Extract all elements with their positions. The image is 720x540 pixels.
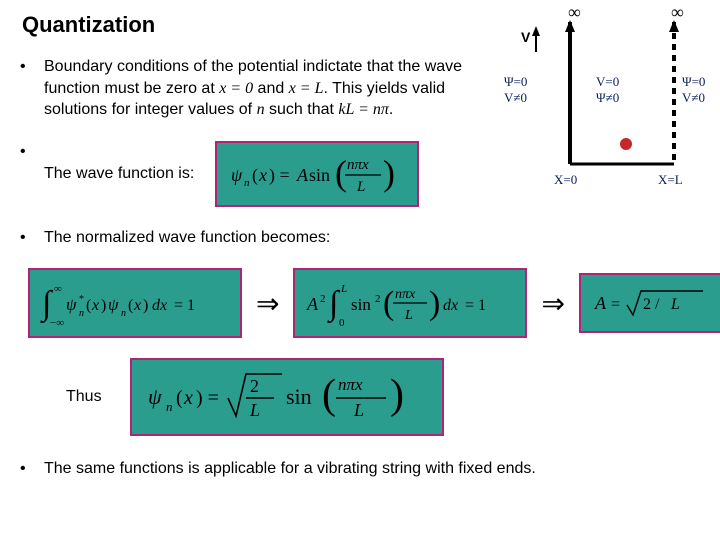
- svg-text:ψ: ψ: [148, 384, 162, 409]
- svg-text:X=0: X=0: [554, 172, 577, 187]
- svg-text:Ψ=0: Ψ=0: [682, 74, 705, 89]
- svg-text:x: x: [258, 165, 267, 185]
- svg-text:ψ: ψ: [108, 295, 119, 314]
- equation-final: ψ n ( x ) = 2 L sin ( nπx L ): [130, 358, 444, 436]
- potential-well-diagram: ∞ ∞ V Ψ=0 V≠0 V=0 Ψ≠0 Ψ=0 V≠0 X=0 X=L: [496, 4, 706, 194]
- svg-text:sin: sin: [286, 384, 312, 409]
- svg-text:n: n: [79, 308, 84, 319]
- svg-text:sin: sin: [351, 295, 371, 314]
- svg-text:x: x: [133, 297, 141, 314]
- svg-text:n: n: [244, 177, 250, 189]
- svg-text:x: x: [91, 297, 99, 314]
- svg-text:(: (: [322, 372, 336, 418]
- svg-text:nπx: nπx: [395, 287, 416, 302]
- svg-text:): ): [101, 297, 106, 314]
- normalization-row: ∫ ∞ −∞ ψ * n ( x ) ψ n ( x ) dx = 1 ⇒ A …: [28, 268, 702, 338]
- svg-text:2: 2: [250, 376, 259, 396]
- thus-row: Thus ψ n ( x ) = 2 L sin ( nπx L ): [66, 358, 702, 436]
- svg-text:) =: ) =: [196, 387, 219, 409]
- svg-text:= 1: = 1: [465, 297, 486, 314]
- svg-text:x: x: [183, 387, 193, 409]
- svg-text:) =: ) =: [269, 165, 290, 186]
- infinity-left: ∞: [568, 4, 581, 22]
- svg-text:sin: sin: [309, 165, 330, 185]
- svg-text:V≠0: V≠0: [682, 90, 705, 105]
- svg-text:): ): [429, 285, 440, 322]
- v-axis-label: V: [521, 29, 531, 45]
- bullet-dot: •: [18, 227, 44, 249]
- bullet-dot: •: [18, 141, 44, 163]
- svg-text:L: L: [404, 308, 413, 323]
- equation-a2-integral: A 2 ∫ L 0 sin 2 ( nπx L ) dx = 1: [293, 268, 527, 338]
- equation-psi-n: ψ n ( x ) = A sin ( nπx L ): [215, 141, 419, 207]
- svg-text:X=L: X=L: [658, 172, 683, 187]
- svg-text:L: L: [670, 296, 680, 313]
- svg-text:ψ: ψ: [231, 165, 243, 185]
- svg-text:): ): [390, 372, 404, 418]
- svg-text:Ψ≠0: Ψ≠0: [596, 90, 619, 105]
- svg-text:∞: ∞: [54, 283, 62, 295]
- arrow-icon: ⇒: [256, 287, 279, 320]
- thus-label: Thus: [66, 388, 102, 406]
- bullet-3: • The normalized wave function becomes:: [18, 227, 702, 249]
- bullet-dot: •: [18, 56, 44, 78]
- equation-amplitude: A = 2 / L: [579, 273, 720, 333]
- svg-text:(: (: [176, 387, 183, 409]
- svg-text:2 /: 2 /: [643, 296, 660, 313]
- bullet-4-text: The same functions is applicable for a v…: [44, 458, 702, 480]
- svg-text:2: 2: [375, 293, 381, 305]
- svg-text:*: *: [79, 294, 84, 305]
- svg-text:L: L: [356, 179, 365, 195]
- bullet-4: • The same functions is applicable for a…: [18, 458, 702, 480]
- svg-text:2: 2: [320, 293, 326, 305]
- svg-text:V=0: V=0: [596, 74, 619, 89]
- svg-text:n: n: [121, 308, 126, 319]
- svg-text:(: (: [252, 165, 258, 186]
- svg-text:A: A: [306, 294, 319, 314]
- bullet-1-text: Boundary conditions of the potential ind…: [44, 56, 464, 121]
- svg-text:A: A: [594, 293, 607, 313]
- svg-text:ψ: ψ: [66, 295, 77, 314]
- svg-text:L: L: [353, 400, 364, 420]
- svg-text:(: (: [383, 285, 394, 322]
- particle-dot: [620, 138, 632, 150]
- svg-text:=: =: [611, 296, 620, 313]
- arrow-icon: ⇒: [541, 287, 564, 320]
- svg-text:dx: dx: [443, 297, 458, 314]
- svg-text:L: L: [340, 283, 347, 295]
- svg-text:): ): [383, 153, 395, 193]
- svg-text:0: 0: [339, 317, 345, 328]
- svg-text:L: L: [249, 400, 260, 420]
- svg-text:= 1: = 1: [174, 297, 195, 314]
- svg-text:(: (: [86, 297, 91, 314]
- svg-text:dx: dx: [152, 297, 167, 314]
- svg-text:nπx: nπx: [347, 157, 369, 173]
- svg-text:n: n: [166, 399, 173, 414]
- bullet-dot: •: [18, 458, 44, 480]
- svg-text:nπx: nπx: [338, 375, 363, 394]
- svg-text:(: (: [128, 297, 133, 314]
- svg-text:−∞: −∞: [50, 317, 64, 328]
- equation-norm-integral: ∫ ∞ −∞ ψ * n ( x ) ψ n ( x ) dx = 1: [28, 268, 242, 338]
- svg-text:A: A: [296, 165, 309, 185]
- svg-text:V≠0: V≠0: [504, 90, 527, 105]
- svg-text:): ): [143, 297, 148, 314]
- bullet-3-text: The normalized wave function becomes:: [44, 227, 702, 249]
- svg-text:Ψ=0: Ψ=0: [504, 74, 527, 89]
- infinity-right: ∞: [671, 4, 684, 22]
- svg-text:(: (: [335, 153, 347, 193]
